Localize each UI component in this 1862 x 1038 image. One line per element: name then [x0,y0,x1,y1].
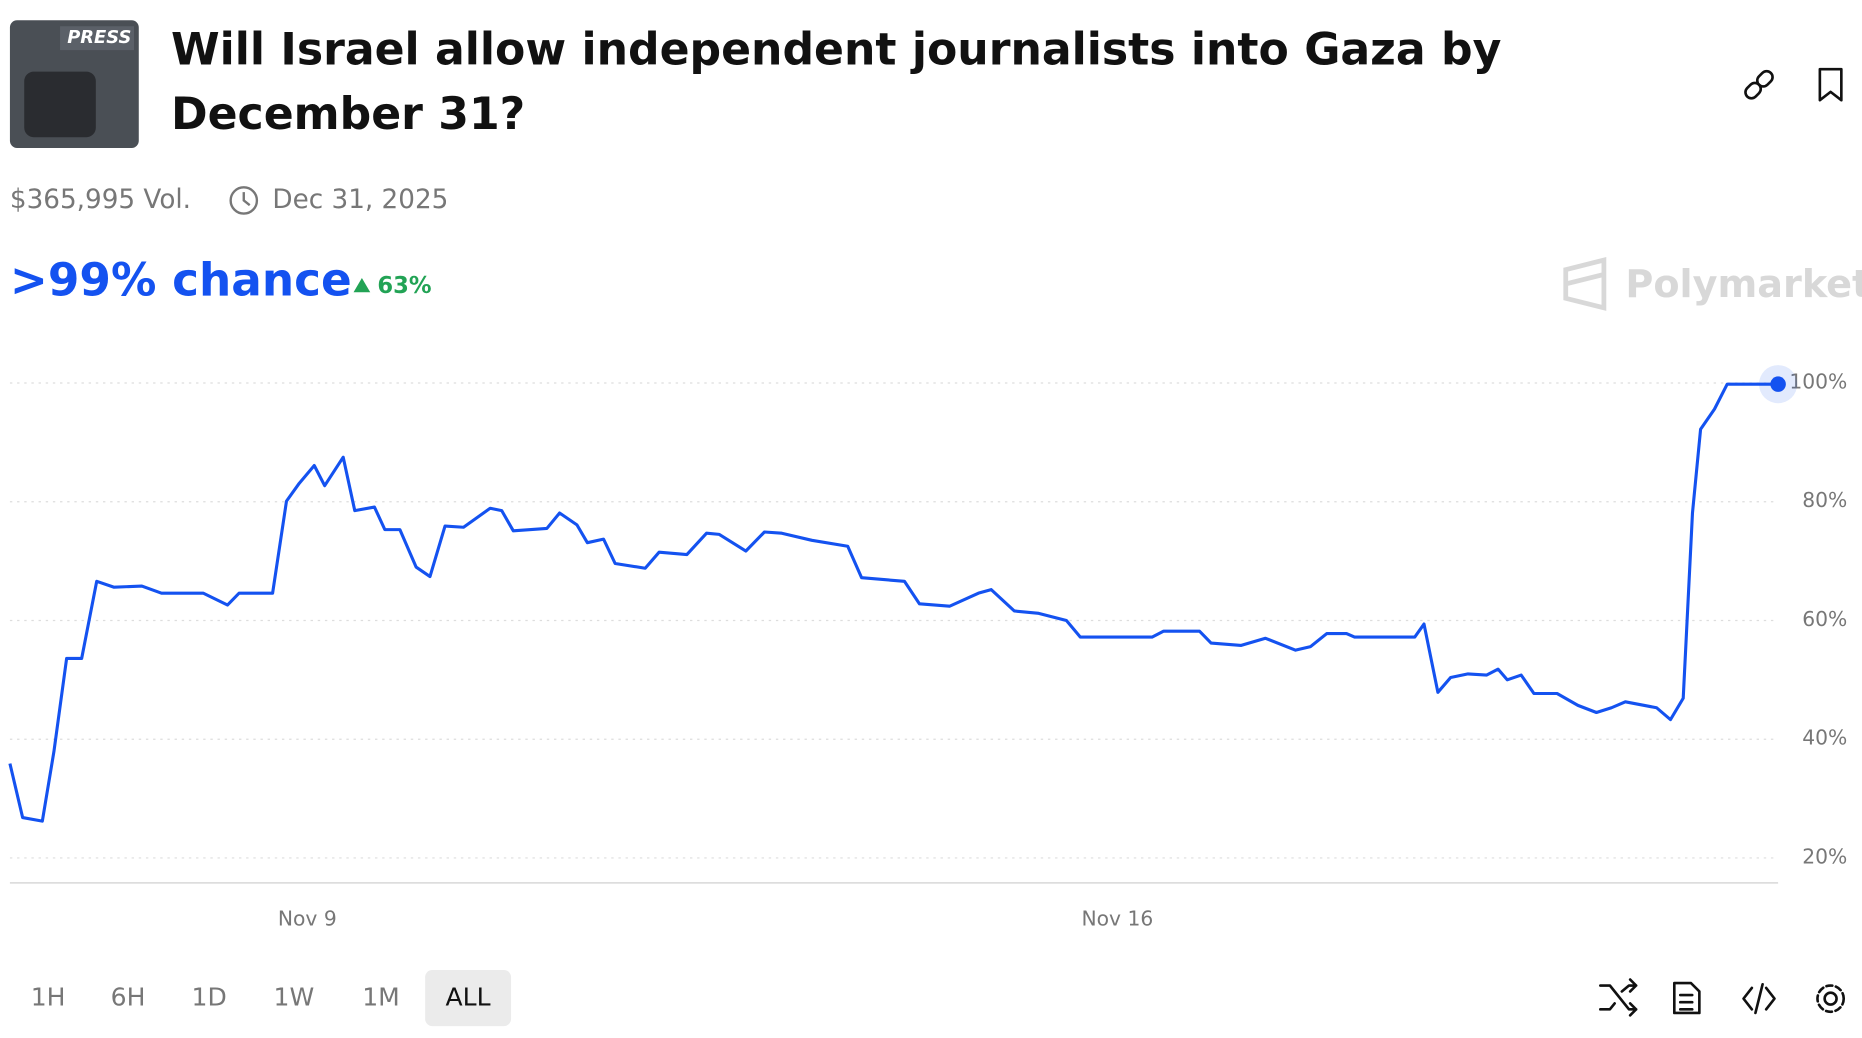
thumbnail-camera [24,71,96,138]
y-tick-label: 20% [1802,844,1847,868]
document-icon[interactable] [1672,981,1701,1015]
title: December 31? [171,89,525,140]
y-tick-label: 80% [1802,488,1847,512]
y-tick-label: 40% [1802,726,1847,750]
range-button[interactable]: 1H [31,983,66,1012]
settings-icon[interactable] [1816,984,1846,1014]
end-date: Dec 31, 2025 [272,185,448,215]
x-tick-label: Nov 9 [278,906,337,930]
thumbnail-text: PRESS [67,27,131,48]
y-tick-label: 60% [1802,607,1847,631]
change: 63% [377,273,431,299]
y-tick-label: 100% [1789,369,1847,393]
title: Will Israel allow independent journalist… [171,24,1501,75]
x-tick-label: Nov 16 [1081,906,1153,930]
range-active-bg [425,969,512,1027]
clock-icon [229,186,259,215]
bookmark-icon[interactable] [1818,67,1843,102]
volume: $365,995 Vol. [10,185,191,215]
thumbnail-vest [60,26,135,51]
clock-hands [242,192,251,207]
range-button[interactable]: 1M [362,983,400,1012]
end-dot [1770,376,1786,392]
range-button[interactable]: 1D [192,983,227,1012]
price-line [8,382,1779,823]
embed-icon[interactable] [1742,982,1776,1015]
range-button[interactable]: 1W [274,983,315,1012]
range-button[interactable]: 6H [111,983,146,1012]
chance: >99% chance [10,253,352,306]
brand-logo [1563,257,1607,311]
brand: Polymarket [1625,263,1862,307]
range-button[interactable]: ALL [446,983,491,1012]
link-icon[interactable] [1743,69,1775,101]
change-arrow [353,277,371,293]
shuffle-icon[interactable] [1599,978,1638,1017]
